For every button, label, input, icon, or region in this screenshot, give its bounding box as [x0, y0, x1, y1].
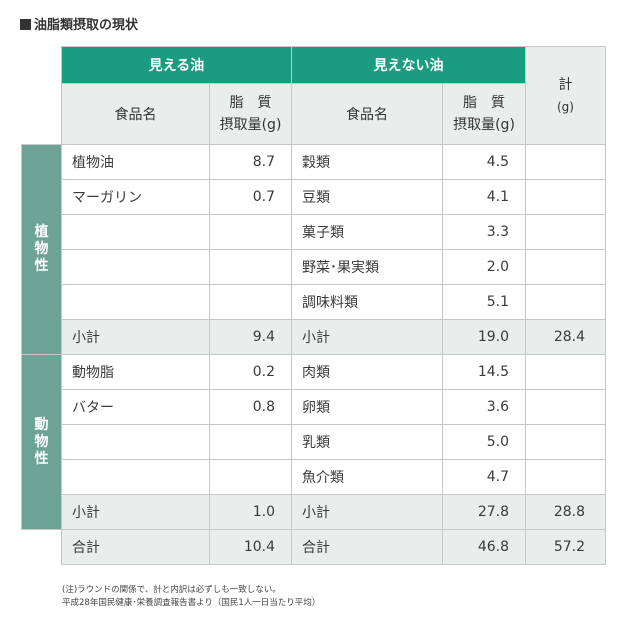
subtotal-vis-val: 1.0 — [209, 494, 292, 530]
grand-total-vis-val: 10.4 — [209, 529, 292, 565]
fat-label-line1: 脂 質 — [463, 95, 505, 111]
cell-total — [525, 354, 606, 390]
table-row: 野菜･果実類 2.0 — [22, 249, 606, 285]
subtotal-inv-val: 19.0 — [442, 319, 526, 355]
grand-total-label: 合計 — [61, 529, 210, 565]
cell-vis-val — [209, 214, 292, 250]
subtotal-inv-label: 小計 — [291, 494, 443, 530]
table-row: 植物性 植物油 8.7 穀類 4.5 — [21, 144, 606, 355]
corner-cell-2 — [21, 83, 62, 145]
group-plant-label: 植物性 — [34, 224, 49, 274]
cell-total — [525, 144, 606, 180]
total-label: 計 — [558, 76, 573, 93]
cell-vis-name: バター — [61, 389, 210, 425]
grand-total-total: 57.2 — [525, 529, 606, 565]
cell-vis-name: 植物油 — [61, 144, 210, 180]
cell-vis-name — [61, 459, 210, 495]
subtotal-row-plant: 小計 9.4 小計 19.0 28.4 — [21, 319, 606, 355]
fat-intake-table: 見える油 見えない油 計 (g) 食品名 脂 質摂取量(g) 食品名 脂 質摂取量… — [21, 46, 606, 565]
cell-total — [525, 424, 606, 460]
grand-total-inv-val: 46.8 — [442, 529, 526, 565]
cell-inv-name: 野菜･果実類 — [291, 249, 443, 285]
subtotal-label: 小計 — [61, 494, 210, 530]
table-row: 動物性 動物脂 0.2 肉類 14.5 — [21, 354, 606, 530]
cell-total — [525, 459, 606, 495]
table-row: マーガリン 0.7 豆類 4.1 — [22, 179, 606, 215]
cell-vis-val: 0.7 — [209, 179, 292, 215]
subtotal-row-animal: 小計 1.0 小計 27.8 28.8 — [21, 494, 606, 530]
cell-vis-val: 0.2 — [209, 354, 292, 390]
header-visible-oil: 見える油 — [61, 46, 292, 84]
cell-vis-name — [61, 214, 210, 250]
subtotal-total: 28.4 — [525, 319, 606, 355]
header-fat-visible: 脂 質摂取量(g) — [209, 83, 292, 145]
cell-inv-name: 豆類 — [291, 179, 443, 215]
cell-inv-val: 4.5 — [442, 144, 526, 180]
fat-label-line2: 摂取量(g) — [219, 117, 282, 133]
cell-total — [525, 284, 606, 320]
table-row: 乳類 5.0 — [22, 424, 606, 460]
cell-vis-name — [61, 249, 210, 285]
subtotal-total: 28.8 — [525, 494, 606, 530]
cell-inv-val: 4.1 — [442, 179, 526, 215]
table-row: 調味料類 5.1 — [22, 284, 606, 320]
footnote-line-2: 平成28年国民健康･栄養調査報告書より（国民1人一日当たり平均） — [62, 598, 321, 608]
cell-vis-val — [209, 459, 292, 495]
title-text: 油脂類摂取の現状 — [34, 18, 139, 33]
cell-vis-val — [209, 284, 292, 320]
cell-inv-name: 穀類 — [291, 144, 443, 180]
corner-cell-3 — [21, 529, 62, 565]
group-animal-label: 動物性 — [34, 416, 49, 467]
cell-inv-name: 調味料類 — [291, 284, 443, 320]
cell-total — [525, 179, 606, 215]
cell-vis-name: 動物脂 — [61, 354, 210, 390]
grand-total-inv-label: 合計 — [291, 529, 443, 565]
page-title: 油脂類摂取の現状 — [20, 14, 138, 33]
table-row: 魚介類 4.7 — [22, 459, 606, 495]
group-animal: 動物性 — [21, 354, 62, 530]
subtotal-inv-label: 小計 — [291, 319, 443, 355]
subtotal-label: 小計 — [61, 319, 210, 355]
cell-total — [525, 214, 606, 250]
subtotal-inv-val: 27.8 — [442, 494, 526, 530]
cell-inv-val: 3.3 — [442, 214, 526, 250]
table-row: 菓子類 3.3 — [22, 214, 606, 250]
cell-inv-name: 卵類 — [291, 389, 443, 425]
cell-vis-val — [209, 424, 292, 460]
header-total: 計 (g) — [525, 46, 606, 145]
cell-inv-name: 肉類 — [291, 354, 443, 390]
header-food-name-invisible: 食品名 — [291, 83, 443, 145]
cell-vis-val: 8.7 — [209, 144, 292, 180]
grand-total-row: 合計 10.4 合計 46.8 57.2 — [21, 529, 606, 565]
cell-vis-val: 0.8 — [209, 389, 292, 425]
cell-inv-val: 5.1 — [442, 284, 526, 320]
table-row: バター 0.8 卵類 3.6 — [22, 389, 606, 425]
cell-inv-val: 2.0 — [442, 249, 526, 285]
header-food-name-visible: 食品名 — [61, 83, 210, 145]
cell-inv-name: 乳類 — [291, 424, 443, 460]
footnote: (注)ラウンドの関係で、計と内訳は必ずしも一致しない。 平成28年国民健康･栄養… — [62, 584, 320, 610]
cell-total — [525, 249, 606, 285]
cell-inv-name: 菓子類 — [291, 214, 443, 250]
square-bullet-icon — [20, 19, 31, 30]
cell-total — [525, 389, 606, 425]
cell-inv-val: 5.0 — [442, 424, 526, 460]
cell-vis-name: マーガリン — [61, 179, 210, 215]
cell-vis-val — [209, 249, 292, 285]
cell-inv-val: 14.5 — [442, 354, 526, 390]
cell-inv-val: 4.7 — [442, 459, 526, 495]
fat-label-line1: 脂 質 — [229, 95, 272, 111]
cell-vis-name — [61, 284, 210, 320]
header-invisible-oil: 見えない油 — [291, 46, 526, 84]
cell-inv-name: 魚介類 — [291, 459, 443, 495]
header-fat-invisible: 脂 質摂取量(g) — [442, 83, 526, 145]
corner-cell — [21, 46, 62, 84]
total-unit: (g) — [557, 99, 574, 114]
cell-vis-name — [61, 424, 210, 460]
cell-inv-val: 3.6 — [442, 389, 526, 425]
footnote-line-1: (注)ラウンドの関係で、計と内訳は必ずしも一致しない。 — [62, 585, 281, 595]
group-plant: 植物性 — [21, 144, 62, 355]
subtotal-vis-val: 9.4 — [209, 319, 292, 355]
fat-label-line2: 摂取量(g) — [453, 117, 515, 133]
